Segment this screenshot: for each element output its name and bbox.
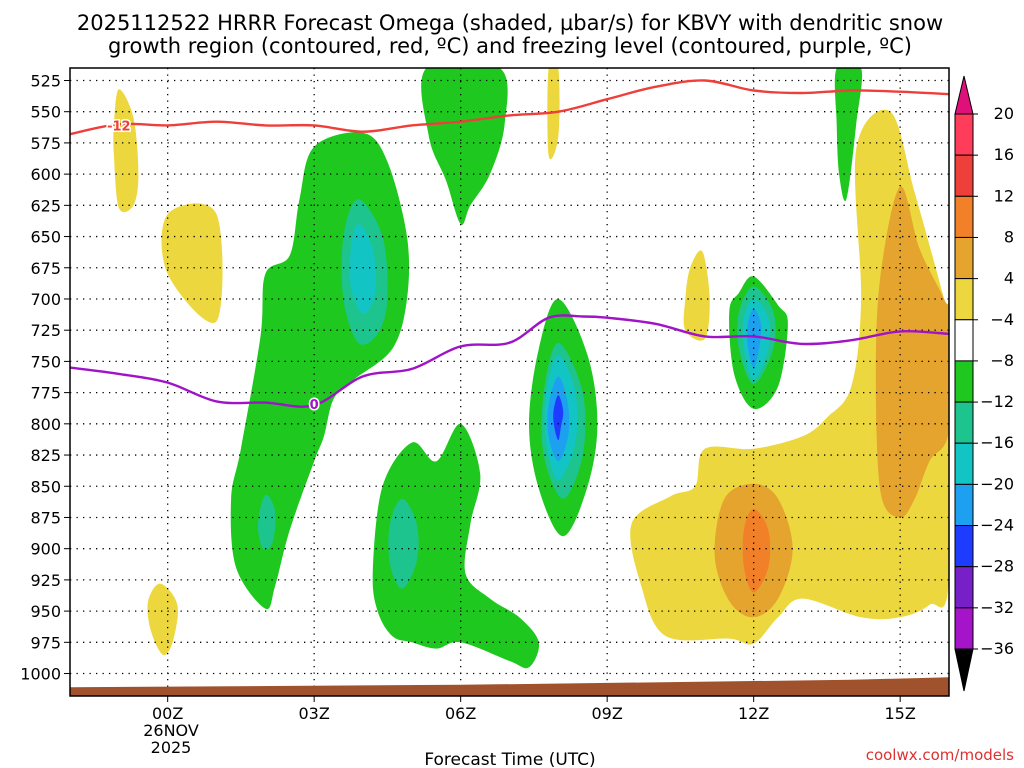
y-tick-label-625: 625 — [30, 196, 61, 215]
omega-region-6 — [875, 186, 949, 518]
contour-line-layer: -12 0 — [70, 79, 949, 414]
colorbar-label-2: 12 — [994, 186, 1014, 205]
colorbar-label-0: 20 — [994, 104, 1014, 123]
x-axis: 00Z 03Z 06Z 09Z 12Z 15Z — [152, 696, 916, 723]
omega-region-17 — [388, 498, 419, 589]
y-tick-label-550: 550 — [30, 103, 61, 122]
terrain-layer — [70, 677, 949, 696]
y-axis: 525 550 575 600 625 650 675 700 725 750 775 800 825 8… — [20, 71, 70, 684]
colorbar-label-13: −36 — [980, 639, 1014, 658]
colorbar-label-8: −16 — [980, 433, 1014, 452]
colorbar-swatch-4 — [954, 278, 974, 321]
colorbar-label-10: −24 — [980, 516, 1014, 535]
y-tick-label-875: 875 — [30, 508, 61, 527]
x-tick-label-09Z: 09Z — [592, 704, 623, 723]
grid-layer — [70, 68, 949, 696]
omega-region-1 — [161, 203, 223, 323]
y-tick-label-775: 775 — [30, 384, 61, 403]
colorbar-label-6: −8 — [990, 351, 1014, 370]
colorbar-label-5: −4 — [990, 310, 1014, 329]
y-tick-label-975: 975 — [30, 633, 61, 652]
freezing-level-contour-label: 0 — [310, 398, 319, 413]
omega-region-24 — [747, 309, 762, 368]
x-tick-label-03Z: 03Z — [299, 704, 330, 723]
colorbar-label-3: 8 — [1004, 227, 1014, 246]
colorbar-label-1: 16 — [994, 145, 1014, 164]
colorbar-swatch-0 — [954, 113, 974, 156]
omega-region-3 — [547, 68, 560, 160]
omega-region-9 — [421, 68, 508, 225]
colorbar-swatch-5 — [954, 319, 974, 362]
omega-region-0 — [113, 89, 139, 213]
colorbar-swatch-8 — [954, 442, 974, 485]
y-tick-label-900: 900 — [30, 540, 61, 559]
colorbar-swatch-2 — [954, 195, 974, 238]
x-tick-label-15Z: 15Z — [885, 704, 916, 723]
terrain-surface — [70, 677, 949, 696]
colorbar-label-9: −20 — [980, 474, 1014, 493]
y-tick-label-850: 850 — [30, 477, 61, 496]
colorbar-swatch-12 — [954, 607, 974, 650]
colorbar-bottom-arrow — [954, 648, 974, 692]
y-tick-label-650: 650 — [30, 228, 61, 247]
colorbar-label-4: 4 — [1004, 269, 1014, 288]
chart-title-line-2: growth region (contoured, red, ºC) and f… — [108, 34, 912, 58]
y-tick-label-1000: 1000 — [20, 665, 61, 684]
y-tick-label-675: 675 — [30, 259, 61, 278]
y-tick-label-825: 825 — [30, 446, 61, 465]
omega-region-12 — [372, 423, 540, 669]
y-tick-label-800: 800 — [30, 415, 61, 434]
date-label-day: 26NOV — [143, 721, 199, 740]
y-tick-label-950: 950 — [30, 602, 61, 621]
chart-title-line-1: 2025112522 HRRR Forecast Omega (shaded, … — [77, 11, 943, 35]
plot-frame — [69, 67, 950, 697]
omega-region-16 — [257, 494, 276, 550]
y-tick-label-575: 575 — [30, 134, 61, 153]
colorbar-swatch-7 — [954, 401, 974, 444]
credit-text: coolwx.com/models — [866, 746, 1014, 764]
colorbar-swatch-10 — [954, 525, 974, 568]
omega-region-4 — [683, 250, 710, 341]
date-label-year: 2025 — [151, 738, 192, 757]
colorbar-swatch-1 — [954, 154, 974, 197]
colorbar-label-7: −12 — [980, 392, 1014, 411]
omega-region-8 — [742, 508, 771, 593]
y-tick-label-600: 600 — [30, 165, 61, 184]
y-tick-label-725: 725 — [30, 321, 61, 340]
y-tick-label-700: 700 — [30, 290, 61, 309]
colorbar-label-11: −28 — [980, 557, 1014, 576]
dendritic-growth-contour-label: -12 — [107, 119, 131, 134]
y-tick-label-525: 525 — [30, 71, 61, 90]
dendritic-growth-contour — [70, 79, 949, 136]
y-tick-label-750: 750 — [30, 352, 61, 371]
colorbar: 20 16 12 8 4 −4 −8 −12 −16 −20 −24 −28 −32 −36 — [954, 75, 1014, 692]
colorbar-swatch-6 — [954, 360, 974, 403]
x-tick-label-00Z: 00Z — [152, 704, 183, 723]
omega-region-5 — [630, 109, 949, 645]
x-axis-label: Forecast Time (UTC) — [424, 750, 595, 768]
omega-region-25 — [553, 395, 564, 441]
omega-region-20 — [349, 224, 376, 315]
freezing-level-contour — [70, 314, 949, 408]
x-tick-label-12Z: 12Z — [738, 704, 769, 723]
colorbar-label-12: −32 — [980, 598, 1014, 617]
colorbar-swatch-11 — [954, 566, 974, 609]
omega-shading-layer — [113, 68, 949, 669]
colorbar-top-arrow — [954, 75, 974, 115]
omega-region-2 — [147, 583, 178, 656]
omega-region-10 — [834, 68, 863, 201]
y-tick-label-925: 925 — [30, 571, 61, 590]
x-tick-label-06Z: 06Z — [445, 704, 476, 723]
colorbar-swatch-9 — [954, 483, 974, 527]
colorbar-swatch-3 — [954, 236, 974, 280]
